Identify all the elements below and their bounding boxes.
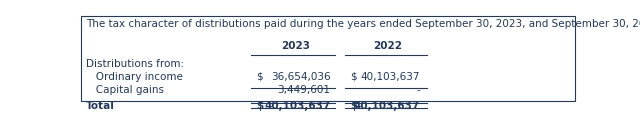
Text: Total: Total xyxy=(86,101,115,111)
Text: 2022: 2022 xyxy=(373,41,402,51)
Text: 2023: 2023 xyxy=(281,41,310,51)
Text: 36,654,036: 36,654,036 xyxy=(271,72,330,82)
Text: 40,103,637: 40,103,637 xyxy=(264,101,330,111)
Text: Ordinary income: Ordinary income xyxy=(86,72,183,82)
FancyBboxPatch shape xyxy=(81,16,575,101)
Text: Capital gains: Capital gains xyxy=(86,85,164,95)
Text: $: $ xyxy=(256,72,262,82)
Text: $: $ xyxy=(350,101,358,111)
Text: -: - xyxy=(416,85,420,95)
Text: 3,449,601: 3,449,601 xyxy=(278,85,330,95)
Text: $: $ xyxy=(350,72,357,82)
Text: $: $ xyxy=(256,101,263,111)
Text: Distributions from:: Distributions from: xyxy=(86,59,184,69)
Text: The tax character of distributions paid during the years ended September 30, 202: The tax character of distributions paid … xyxy=(86,19,640,29)
Text: 40,103,637: 40,103,637 xyxy=(353,101,420,111)
Text: 40,103,637: 40,103,637 xyxy=(360,72,420,82)
